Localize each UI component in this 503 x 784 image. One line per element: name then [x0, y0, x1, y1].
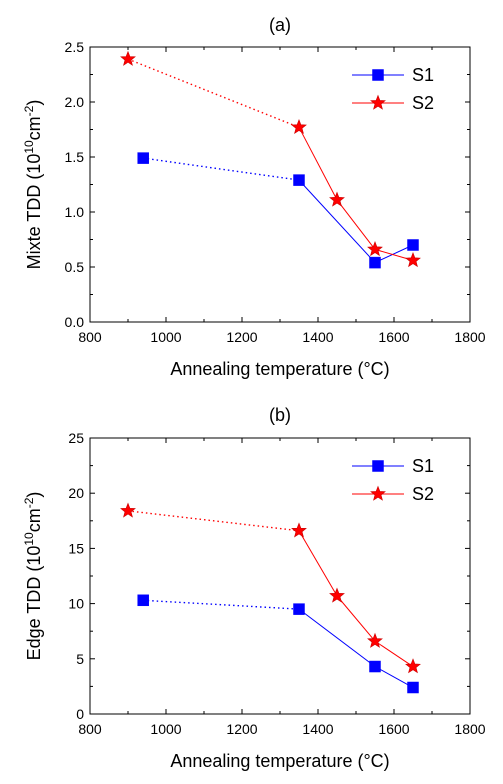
- series-line-segment: [298, 179, 376, 263]
- x-tick-label: 1800: [454, 721, 485, 737]
- data-point: [407, 681, 419, 694]
- legend-label: S2: [412, 484, 434, 504]
- series-line-segment: [127, 510, 300, 532]
- chart-title: (b): [269, 405, 291, 425]
- x-tick-label: 1400: [302, 721, 333, 737]
- data-point: [293, 603, 305, 615]
- panel-b: (b) 800 1000 1200 1400 1600 1800 0 5 10 15 20 25 Anne…: [22, 405, 486, 771]
- y-tick-label: 2.0: [65, 94, 85, 110]
- x-tick-label: 1000: [150, 721, 181, 737]
- x-axis-label: Annealing temperature (°C): [170, 751, 389, 771]
- plot-frame: [89, 46, 471, 323]
- data-point: [369, 660, 381, 673]
- data-point: [120, 50, 136, 66]
- data-point: [291, 522, 307, 538]
- y-tick-label: 5: [76, 651, 84, 667]
- y-tick-label: 15: [68, 540, 84, 556]
- x-tick-label: 1600: [378, 329, 409, 345]
- data-point: [405, 252, 421, 268]
- data-point: [405, 658, 421, 674]
- legend-label: S1: [412, 456, 434, 476]
- plot-frame: [89, 437, 471, 715]
- x-axis-label: Annealing temperature (°C): [170, 359, 389, 379]
- x-tick-label: 1400: [302, 329, 333, 345]
- x-tick-label: 800: [78, 329, 102, 345]
- series-S1: [137, 594, 419, 694]
- panel-a: (a) 800 1000 1200 1400 1600 1800 0.0 0.5 1.0 1.5 2.…: [22, 15, 486, 379]
- data-point: [291, 118, 307, 135]
- legend-marker: [370, 94, 386, 110]
- series-line-segment: [374, 640, 414, 667]
- series-S1: [137, 152, 419, 269]
- y-tick-label: 1.5: [65, 149, 85, 165]
- y-tick-label: 0: [76, 706, 84, 722]
- y-tick-label: 10: [68, 596, 84, 612]
- series-line-segment: [143, 157, 300, 181]
- x-tick-label: 1000: [150, 329, 181, 345]
- y-axis-label: Edge TDD (1010cm-2): [22, 492, 44, 661]
- y-tick-label: 2.5: [65, 39, 85, 55]
- series-line-segment: [298, 127, 338, 201]
- series-S2: [120, 502, 421, 674]
- data-point: [329, 587, 345, 603]
- series-line-segment: [374, 666, 414, 688]
- data-point: [369, 256, 381, 269]
- x-tick-label: 800: [78, 721, 102, 737]
- series-line-segment: [336, 199, 376, 250]
- data-point: [137, 152, 149, 164]
- legend-marker: [372, 69, 384, 81]
- data-point: [367, 241, 383, 257]
- x-tick-label: 1600: [378, 721, 409, 737]
- x-tick-label: 1800: [454, 329, 485, 345]
- series-line-segment: [127, 58, 300, 128]
- y-tick-label: 25: [68, 430, 84, 446]
- legend-label: S1: [412, 65, 434, 85]
- legend-marker: [372, 460, 384, 472]
- legend-marker: [370, 485, 386, 501]
- chart-title: (a): [269, 15, 291, 35]
- x-tick-label: 1200: [226, 329, 257, 345]
- y-tick-label: 0.0: [65, 314, 85, 330]
- series-line-segment: [336, 595, 376, 642]
- series-line-segment: [143, 599, 300, 610]
- data-point: [329, 191, 345, 207]
- data-point: [120, 502, 136, 518]
- series-line-segment: [298, 530, 338, 597]
- x-tick-label: 1200: [226, 721, 257, 737]
- y-tick-label: 0.5: [65, 259, 85, 275]
- series-S2: [120, 50, 421, 268]
- data-point: [293, 174, 305, 186]
- legend-label: S2: [412, 93, 434, 113]
- series-line-segment: [298, 608, 376, 667]
- series-line-segment: [374, 244, 414, 264]
- data-point: [367, 632, 383, 648]
- y-tick-label: 20: [68, 485, 84, 501]
- data-point: [137, 594, 149, 607]
- y-axis-label: Mixte TDD (1010cm-2): [22, 100, 44, 270]
- y-tick-label: 1.0: [65, 204, 85, 220]
- data-point: [407, 239, 419, 251]
